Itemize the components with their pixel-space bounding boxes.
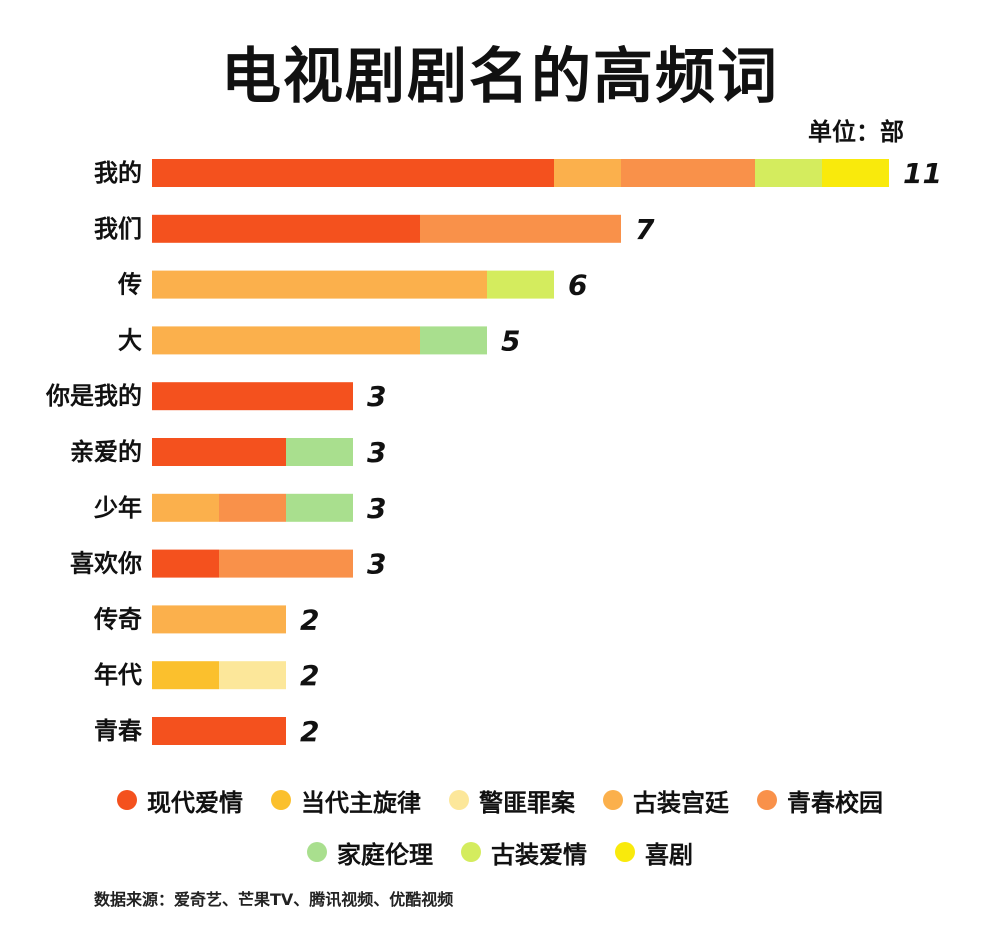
category-label: 青春 bbox=[94, 717, 142, 745]
legend-label: 喜剧 bbox=[645, 840, 693, 869]
bar-segment bbox=[152, 605, 286, 634]
bar-segment bbox=[487, 270, 554, 299]
bar-segment bbox=[152, 214, 420, 243]
chart-legend: 现代爱情 当代主旋律 警匪罪案 古装宫廷 青春校园家庭伦理 古装爱情 喜剧 bbox=[0, 778, 1000, 882]
category-label: 传奇 bbox=[93, 605, 142, 633]
category-label: 大 bbox=[118, 326, 142, 354]
bar-segment bbox=[152, 326, 420, 355]
category-label: 你是我的 bbox=[45, 382, 142, 410]
legend-item: 古装爱情 bbox=[461, 835, 587, 870]
legend-item: 家庭伦理 bbox=[307, 835, 433, 870]
bar-value-label: 7 bbox=[635, 213, 655, 246]
legend-label: 当代主旋律 bbox=[301, 788, 421, 817]
bar-segment bbox=[286, 438, 353, 466]
category-label: 我们 bbox=[94, 215, 142, 243]
bar-value-label: 3 bbox=[367, 380, 386, 413]
legend-label: 家庭伦理 bbox=[337, 840, 433, 869]
bar-value-label: 3 bbox=[367, 492, 386, 525]
legend-swatch bbox=[603, 790, 623, 810]
bar-segment bbox=[822, 159, 889, 187]
bar-segment bbox=[755, 159, 822, 187]
data-source: 数据来源：爱奇艺、芒果TV、腾讯视频、优酷视频 bbox=[94, 890, 454, 909]
legend-label: 现代爱情 bbox=[147, 788, 243, 817]
legend-label: 古装爱情 bbox=[491, 840, 587, 869]
legend-item: 现代爱情 bbox=[117, 783, 243, 818]
bar-segment bbox=[420, 214, 621, 243]
bar-value-label: 3 bbox=[367, 436, 386, 469]
legend-label: 古装宫廷 bbox=[633, 788, 729, 817]
bar-value-label: 2 bbox=[300, 603, 319, 636]
category-label: 亲爱的 bbox=[70, 438, 142, 466]
bar-segment bbox=[152, 382, 353, 411]
bar-segment bbox=[219, 549, 353, 578]
bar-segment bbox=[420, 326, 487, 355]
legend-swatch bbox=[271, 790, 291, 810]
bar-value-label: 5 bbox=[501, 324, 520, 357]
bar-value-label: 3 bbox=[367, 548, 386, 581]
legend-row: 家庭伦理 古装爱情 喜剧 bbox=[0, 830, 1000, 874]
legend-item: 喜剧 bbox=[615, 835, 693, 870]
bar-value-label: 11 bbox=[903, 157, 942, 190]
bar-segment bbox=[219, 661, 286, 690]
legend-row: 现代爱情 当代主旋律 警匪罪案 古装宫廷 青春校园 bbox=[0, 778, 1000, 822]
bar-segment bbox=[621, 159, 755, 187]
legend-swatch bbox=[615, 842, 635, 862]
bar-value-label: 2 bbox=[300, 715, 319, 748]
legend-swatch bbox=[449, 790, 469, 810]
category-label: 喜欢你 bbox=[70, 550, 142, 578]
bar-chart: 我的 11 我们 7 传 6 大 5 你是我的 3 亲爱的 3 少年 3 喜欢你 3 传奇 2 年代 2 青春 2 bbox=[45, 157, 942, 748]
unit-label: 单位：部 bbox=[808, 118, 904, 146]
legend-item: 青春校园 bbox=[757, 783, 883, 818]
chart-title: 电视剧剧名的高频词 bbox=[221, 42, 779, 112]
legend-swatch bbox=[461, 842, 481, 862]
bar-segment bbox=[152, 270, 487, 299]
legend-swatch bbox=[757, 790, 777, 810]
category-label: 少年 bbox=[93, 494, 142, 522]
bar-segment bbox=[152, 661, 219, 690]
bar-value-label: 6 bbox=[568, 269, 587, 302]
legend-item: 当代主旋律 bbox=[271, 783, 421, 818]
bar-value-label: 2 bbox=[300, 659, 319, 692]
bar-segment bbox=[152, 717, 286, 745]
legend-label: 警匪罪案 bbox=[479, 788, 575, 817]
legend-item: 警匪罪案 bbox=[449, 783, 575, 818]
category-label: 传 bbox=[117, 271, 142, 299]
bar-segment bbox=[152, 438, 286, 466]
bar-segment bbox=[554, 159, 621, 187]
bar-segment bbox=[286, 493, 353, 522]
bar-segment bbox=[152, 493, 219, 522]
legend-item: 古装宫廷 bbox=[603, 783, 729, 818]
legend-label: 青春校园 bbox=[787, 788, 883, 817]
category-label: 年代 bbox=[94, 661, 142, 689]
legend-swatch bbox=[117, 790, 137, 810]
category-label: 我的 bbox=[94, 159, 142, 187]
bar-segment bbox=[219, 493, 286, 522]
bar-segment bbox=[152, 549, 219, 578]
bar-segment bbox=[152, 159, 554, 187]
legend-swatch bbox=[307, 842, 327, 862]
